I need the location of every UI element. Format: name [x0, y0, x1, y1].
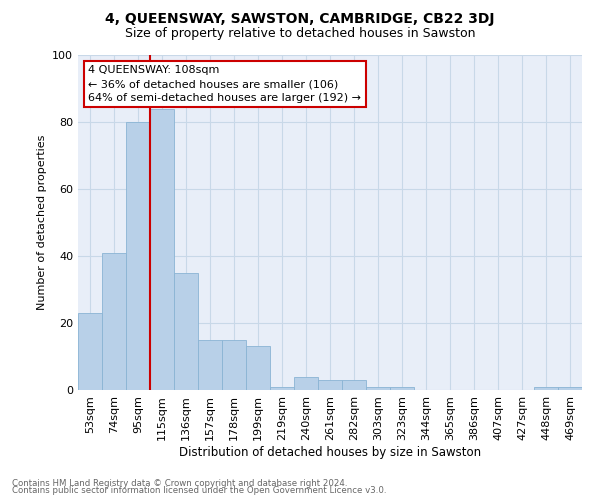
- Text: Contains public sector information licensed under the Open Government Licence v3: Contains public sector information licen…: [12, 486, 386, 495]
- X-axis label: Distribution of detached houses by size in Sawston: Distribution of detached houses by size …: [179, 446, 481, 458]
- Bar: [270, 386, 294, 390]
- Bar: [126, 122, 150, 390]
- Bar: [102, 252, 126, 390]
- Bar: [150, 108, 174, 390]
- Bar: [534, 386, 558, 390]
- Bar: [366, 386, 390, 390]
- Bar: [318, 380, 342, 390]
- Text: Contains HM Land Registry data © Crown copyright and database right 2024.: Contains HM Land Registry data © Crown c…: [12, 478, 347, 488]
- Bar: [78, 313, 102, 390]
- Bar: [558, 386, 582, 390]
- Bar: [390, 386, 414, 390]
- Bar: [294, 376, 318, 390]
- Text: 4 QUEENSWAY: 108sqm
← 36% of detached houses are smaller (106)
64% of semi-detac: 4 QUEENSWAY: 108sqm ← 36% of detached ho…: [88, 65, 361, 103]
- Y-axis label: Number of detached properties: Number of detached properties: [37, 135, 47, 310]
- Bar: [198, 340, 222, 390]
- Text: Size of property relative to detached houses in Sawston: Size of property relative to detached ho…: [125, 28, 475, 40]
- Bar: [174, 273, 198, 390]
- Bar: [342, 380, 366, 390]
- Bar: [246, 346, 270, 390]
- Text: 4, QUEENSWAY, SAWSTON, CAMBRIDGE, CB22 3DJ: 4, QUEENSWAY, SAWSTON, CAMBRIDGE, CB22 3…: [105, 12, 495, 26]
- Bar: [222, 340, 246, 390]
